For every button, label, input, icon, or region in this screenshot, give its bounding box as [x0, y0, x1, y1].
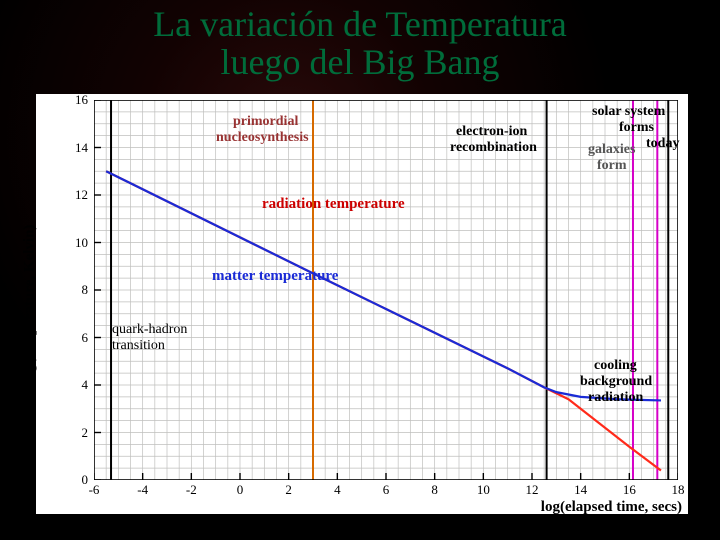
x-tick-label: 6: [383, 482, 390, 498]
x-axis-label: log(elapsed time, secs): [541, 499, 682, 516]
y-tick-label: 2: [82, 425, 89, 441]
title-line2: luego del Big Bang: [221, 42, 500, 82]
x-tick-label: 2: [285, 482, 292, 498]
x-tick-label: 16: [623, 482, 636, 498]
x-tick-label: 4: [334, 482, 341, 498]
plot-area: primordialnucleosynthesiselectron-ionrec…: [94, 100, 678, 480]
x-tick-label: 8: [431, 482, 438, 498]
series-radiation_temperature: [106, 171, 661, 470]
y-tick-label: 16: [75, 92, 88, 108]
x-tick-label: 10: [477, 482, 490, 498]
chart-svg: [94, 100, 678, 480]
slide: La variación de Temperatura luego del Bi…: [0, 0, 720, 540]
chart-container: log(temperature, Kelvin) primordialnucle…: [36, 94, 688, 514]
y-tick-label: 14: [75, 140, 88, 156]
x-tick-label: 18: [672, 482, 685, 498]
y-tick-label: 0: [82, 472, 89, 488]
series-matter_temperature: [106, 171, 661, 400]
y-tick-label: 10: [75, 235, 88, 251]
title-line1: La variación de Temperatura: [153, 4, 567, 44]
y-tick-label: 4: [82, 377, 89, 393]
x-tick-label: -6: [89, 482, 100, 498]
x-tick-label: -4: [137, 482, 148, 498]
y-axis-label: log(temperature, Kelvin): [22, 225, 39, 384]
x-tick-label: 14: [574, 482, 587, 498]
x-tick-label: -2: [186, 482, 197, 498]
y-tick-label: 12: [75, 187, 88, 203]
y-tick-label: 6: [82, 330, 89, 346]
x-tick-label: 0: [237, 482, 244, 498]
slide-title: La variación de Temperatura luego del Bi…: [0, 6, 720, 82]
y-tick-label: 8: [82, 282, 89, 298]
x-tick-label: 12: [526, 482, 539, 498]
